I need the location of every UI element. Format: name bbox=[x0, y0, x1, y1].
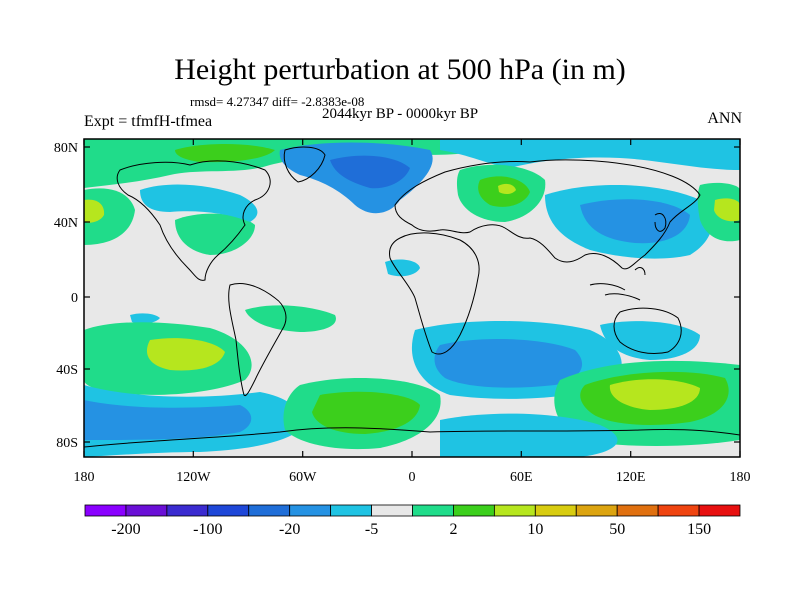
contour-positive-siberia-peak bbox=[498, 183, 516, 195]
colorbar-label: -200 bbox=[111, 521, 140, 538]
colorbar-swatch bbox=[330, 504, 372, 517]
colorbar-label: -5 bbox=[365, 521, 378, 538]
lon-tick-label: 60E bbox=[510, 470, 533, 485]
contour-negative-southern-ocean-west-core bbox=[84, 400, 252, 440]
coastline-africa bbox=[389, 232, 480, 355]
colorbar-label: -100 bbox=[193, 521, 222, 538]
coastline-greenland bbox=[283, 146, 326, 183]
lat-tick-label: 80S bbox=[56, 436, 78, 451]
colorbar-swatch bbox=[166, 504, 209, 517]
colorbar-swatch bbox=[207, 504, 250, 517]
colorbar-swatch bbox=[575, 504, 618, 517]
contour-negative-west-pacific-tropics bbox=[130, 313, 160, 324]
colorbar-swatch bbox=[493, 504, 536, 517]
lat-tick-label: 40S bbox=[56, 363, 78, 378]
colorbar-label: -20 bbox=[279, 521, 300, 538]
colorbar-swatch bbox=[371, 504, 413, 517]
contour-positive-atlantic-west-core bbox=[84, 199, 105, 223]
contour-positive-east-pacific-core bbox=[714, 198, 740, 222]
colorbar-swatch bbox=[248, 504, 291, 517]
plot-title: Height perturbation at 500 hPa (in m) bbox=[174, 53, 626, 86]
contour-negative-north-pacific bbox=[440, 139, 740, 170]
lon-tick-label: 60W bbox=[289, 470, 317, 485]
coastline-south-america bbox=[228, 283, 287, 397]
colorbar-label: 2 bbox=[449, 521, 457, 538]
contour-field bbox=[84, 139, 740, 457]
coastline-indonesia bbox=[589, 267, 646, 301]
colorbar-label: 50 bbox=[609, 521, 625, 538]
colorbar-swatch bbox=[412, 504, 454, 517]
contour-positive-antarctic-atlantic-core bbox=[312, 391, 420, 434]
lat-tick-label: 80N bbox=[54, 141, 78, 156]
period-label: 2044kyr BP - 0000kyr BP bbox=[322, 106, 479, 122]
colorbar-label: 150 bbox=[687, 521, 711, 538]
contour-negative-antarctic-east bbox=[440, 413, 618, 457]
contour-positive-antarctic-indian-peak bbox=[609, 379, 700, 410]
contour-positive-arctic-core bbox=[175, 144, 275, 163]
colorbar-swatch bbox=[616, 504, 659, 517]
coastlines bbox=[84, 146, 740, 448]
contour-negative-eurasia-core bbox=[330, 155, 410, 189]
lat-tick-label: 0 bbox=[71, 291, 78, 306]
colorbar-label: 10 bbox=[527, 521, 543, 538]
colorbar-swatch bbox=[453, 504, 495, 517]
coastline-antarctica bbox=[84, 427, 740, 448]
longitude-ticks: 180 120W 60W 0 60E 120E 180 bbox=[74, 139, 751, 485]
colorbar-swatch bbox=[698, 504, 741, 517]
contour-positive-south-pacific-core bbox=[146, 338, 225, 371]
experiment-label: Expt = tfmfH-tfmea bbox=[84, 113, 213, 130]
colorbar-swatch bbox=[657, 504, 700, 517]
coastline-australia bbox=[613, 307, 682, 355]
colorbar-swatch bbox=[84, 504, 127, 517]
contour-negative-indian-ocean bbox=[600, 321, 700, 360]
contour-positive-south-america-east bbox=[245, 305, 336, 332]
lon-tick-label: 180 bbox=[730, 470, 751, 485]
season-label: ANN bbox=[707, 110, 742, 127]
lon-tick-label: 120W bbox=[176, 470, 211, 485]
colorbar-swatch bbox=[534, 504, 577, 517]
stats-label: rmsd= 4.27347 diff= -2.8383e-08 bbox=[190, 94, 365, 109]
latitude-ticks: 80N 40N 0 40S 80S bbox=[54, 141, 740, 451]
contour-positive-north-america bbox=[175, 213, 255, 255]
colorbar-swatch bbox=[289, 504, 332, 517]
lon-tick-label: 0 bbox=[409, 470, 416, 485]
lat-tick-label: 40N bbox=[54, 216, 78, 231]
lon-tick-label: 120E bbox=[616, 470, 646, 485]
lon-tick-label: 180 bbox=[74, 470, 95, 485]
coastline-north-america bbox=[116, 160, 271, 281]
coastline-japan bbox=[654, 213, 667, 232]
coastline-eurasia bbox=[394, 159, 701, 270]
contour-negative-west-pacific-core bbox=[580, 199, 690, 244]
colorbar: -200 -100 -20 -5 2 10 50 150 bbox=[84, 504, 741, 538]
contour-negative-north-atlantic bbox=[140, 184, 258, 222]
contour-negative-mid-atlantic bbox=[385, 259, 420, 277]
contour-negative-south-atlantic-core bbox=[434, 338, 583, 388]
colorbar-swatch bbox=[125, 504, 168, 517]
